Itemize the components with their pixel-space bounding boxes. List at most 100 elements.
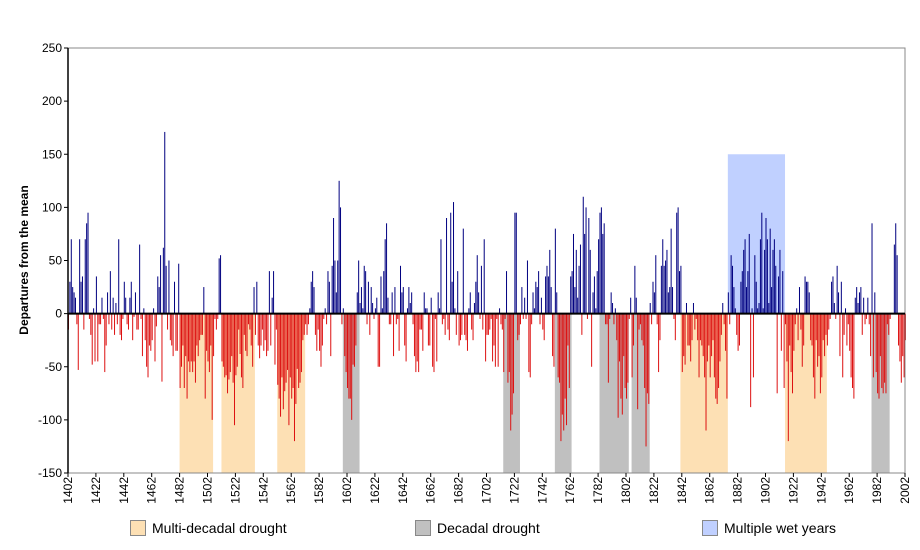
bar-1662 — [430, 297, 432, 314]
bar-1743 — [543, 313, 545, 341]
bar-1947 — [828, 313, 830, 330]
bar-1829 — [663, 265, 665, 314]
bar-1770 — [581, 313, 583, 335]
bar-1545 — [267, 313, 269, 351]
bar-1428 — [104, 313, 106, 373]
bar-1753 — [557, 313, 559, 378]
bar-1806 — [631, 313, 633, 378]
legend-swatch-decadal — [415, 520, 431, 536]
x-tick-label: 1582 — [312, 477, 326, 504]
bar-1737 — [535, 281, 537, 314]
bar-1589 — [328, 281, 330, 314]
bar-1501 — [206, 313, 208, 351]
bar-1891 — [750, 313, 752, 408]
bar-1498 — [201, 313, 203, 335]
bar-1818 — [648, 313, 650, 404]
bar-1881 — [736, 313, 738, 335]
bar-1604 — [349, 313, 351, 399]
bar-1734 — [531, 313, 533, 325]
bar-1572 — [305, 313, 307, 325]
bar-1633 — [390, 313, 392, 325]
bar-1554 — [280, 313, 282, 417]
bar-1653 — [418, 313, 420, 373]
legend-swatch-multi-decadal — [130, 520, 146, 536]
bar-1536 — [254, 313, 256, 335]
bar-1605 — [351, 313, 353, 420]
bar-1431 — [108, 313, 110, 325]
bar-1497 — [200, 313, 202, 335]
bar-1625 — [379, 313, 381, 367]
bar-1496 — [199, 313, 201, 341]
bar-1799 — [621, 313, 623, 415]
bar-1668 — [439, 308, 441, 314]
bar-1479 — [175, 313, 177, 351]
bar-1906 — [771, 287, 773, 314]
bar-1557 — [284, 313, 286, 392]
y-tick-label: 150 — [42, 147, 62, 161]
axes: -150 -100 -50 0 50 100 150 200 250 1402 1422 1442 14… — [38, 41, 912, 504]
bar-1439 — [119, 313, 121, 335]
bar-1976 — [868, 313, 870, 325]
x-tick-label: 1802 — [619, 477, 633, 504]
bar-1943 — [822, 313, 824, 341]
bar-1718 — [508, 313, 510, 373]
bar-1483 — [180, 313, 182, 367]
bar-1854 — [698, 313, 700, 378]
bar-1720 — [511, 313, 513, 415]
bar-1777 — [591, 313, 593, 367]
bar-1859 — [705, 313, 707, 431]
bar-1411 — [80, 281, 82, 314]
x-tick-label: 1402 — [61, 477, 75, 504]
bar-1690 — [469, 292, 471, 314]
bar-1543 — [264, 313, 266, 341]
x-tick-label: 1422 — [89, 477, 103, 504]
bar-1871 — [722, 303, 724, 314]
bar-1798 — [620, 313, 622, 399]
bar-1969 — [858, 292, 860, 314]
bar-1476 — [171, 313, 173, 346]
bar-1983 — [878, 313, 880, 399]
bar-1410 — [79, 239, 81, 314]
bar-1899 — [761, 212, 763, 314]
bar-1450 — [134, 292, 136, 314]
shaded-period-decadal — [599, 313, 629, 473]
bar-1620 — [372, 303, 374, 314]
bar-1760 — [567, 313, 569, 346]
bar-1819 — [649, 303, 651, 314]
bar-1966 — [854, 297, 856, 314]
bar-1914 — [782, 271, 784, 314]
bar-1675 — [448, 313, 450, 341]
x-tick-label: 1622 — [368, 477, 382, 504]
bar-1521 — [234, 313, 236, 426]
bar-1878 — [732, 265, 734, 314]
bar-1998 — [899, 313, 901, 362]
bar-1519 — [231, 313, 233, 357]
x-tick-label: 1882 — [731, 477, 745, 504]
bar-1930 — [804, 276, 806, 314]
bar-1912 — [779, 249, 781, 314]
bar-1960 — [846, 313, 848, 346]
bar-1706 — [492, 313, 494, 362]
bar-1599 — [342, 308, 344, 314]
bar-1805 — [630, 297, 632, 314]
bar-1971 — [861, 313, 863, 335]
bar-1869 — [719, 313, 721, 362]
bar-1902 — [765, 218, 767, 314]
bar-1648 — [411, 292, 413, 314]
bar-2000 — [902, 313, 904, 357]
bar-1897 — [758, 303, 760, 314]
bar-1579 — [314, 313, 316, 335]
bar-1541 — [261, 313, 263, 330]
bar-1471 — [164, 131, 166, 314]
bar-1600 — [344, 313, 346, 357]
bar-1812 — [639, 313, 641, 325]
bar-1875 — [727, 292, 729, 314]
bar-1564 — [293, 313, 295, 442]
bar-1520 — [232, 313, 234, 383]
x-tick-label: 1902 — [759, 477, 773, 504]
bar-1900 — [762, 308, 764, 314]
bar-1958 — [843, 313, 845, 335]
bar-1566 — [296, 313, 298, 369]
y-tick-label: 200 — [42, 94, 62, 108]
bar-1846 — [687, 313, 689, 346]
